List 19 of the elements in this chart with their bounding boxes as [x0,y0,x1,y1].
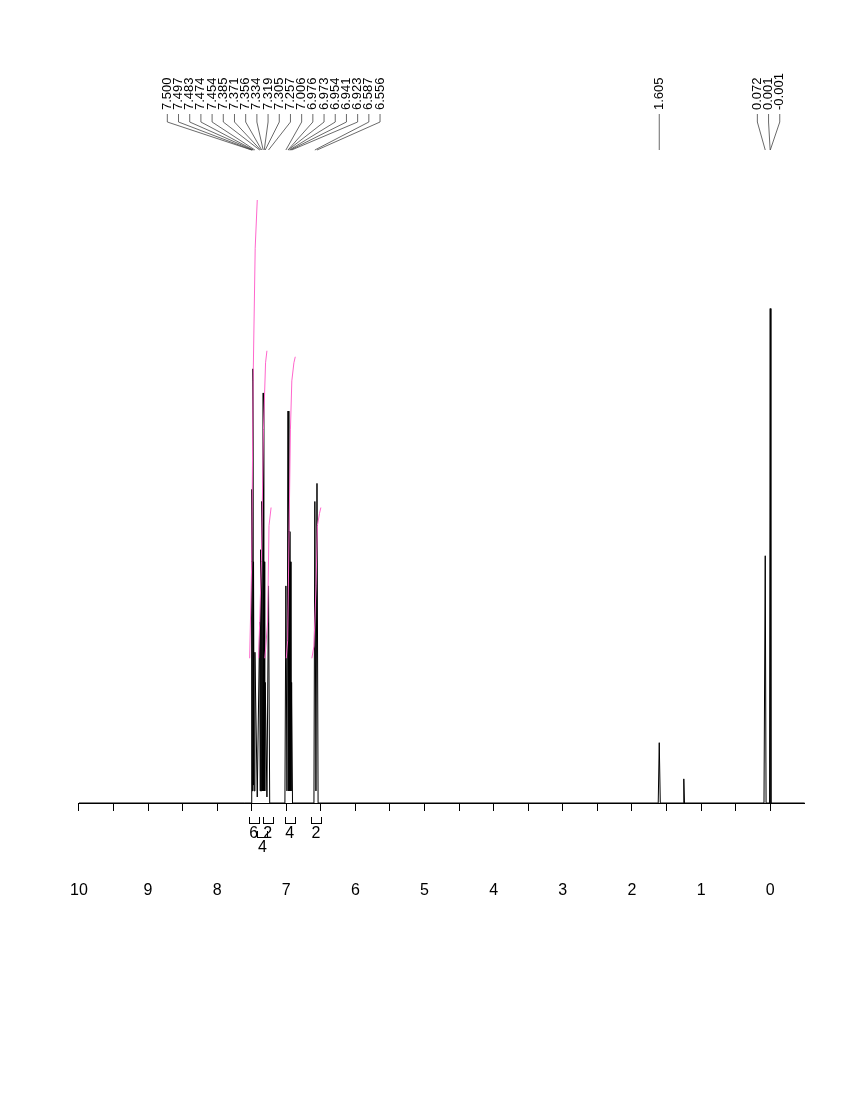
x-tick-label: 3 [558,881,568,899]
x-tick-label: 5 [420,881,430,899]
annotation: -0.001 [771,73,787,110]
annotation: 1.605 [650,77,666,110]
annotation: 2 [311,824,321,842]
x-tick-label: 4 [489,881,499,899]
x-tick-label: 2 [627,881,637,899]
x-tick-label: 8 [212,881,222,899]
annotation: 6 [249,824,259,842]
x-tick-label: 0 [765,881,775,899]
annotation: 0.072 [748,77,764,110]
annotation: 4 [257,838,267,856]
annotation: 7.500 [158,77,174,110]
x-tick-label: 10 [70,881,88,899]
x-tick-label: 9 [143,881,153,899]
x-tick-label: 1 [696,881,706,899]
annotation: 4 [285,824,295,842]
x-tick-label: 6 [350,881,360,899]
x-tick-label: 7 [281,881,291,899]
